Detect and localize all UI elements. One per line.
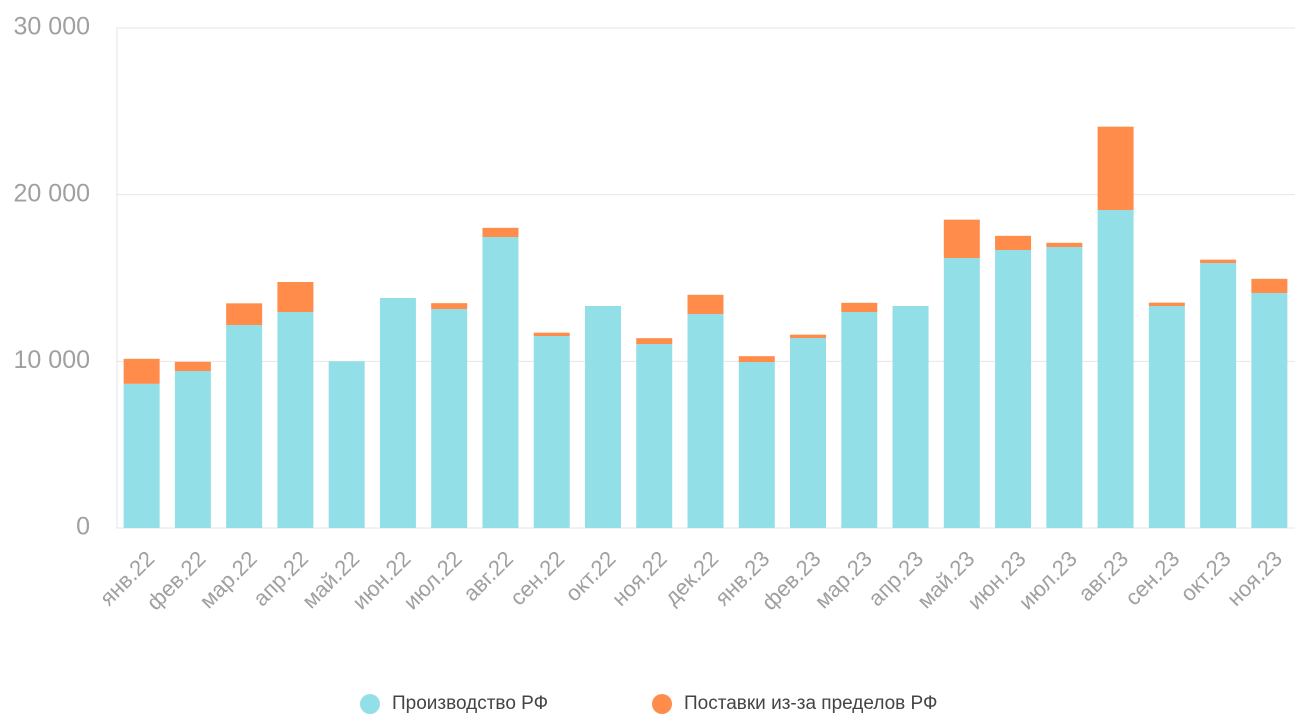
- bar-segment: [687, 314, 724, 528]
- bar-segment: [687, 294, 724, 314]
- bar-segment: [943, 258, 980, 528]
- bar-segment: [174, 371, 211, 528]
- x-tick-label: мар.22: [194, 546, 261, 613]
- legend-marker: [652, 694, 672, 714]
- bar-segment: [123, 383, 160, 528]
- bar-segment: [636, 338, 673, 344]
- bar-segment: [431, 303, 468, 309]
- y-tick-label: 20 000: [14, 179, 90, 207]
- bar-segment: [226, 303, 263, 325]
- bar-segment: [482, 237, 519, 528]
- bar-segment: [226, 325, 263, 528]
- bar-segment: [1097, 126, 1134, 210]
- x-tick-label: сен.22: [505, 546, 569, 610]
- bar-segment: [533, 336, 570, 528]
- bar-segment: [328, 361, 365, 528]
- bar-segment: [738, 362, 775, 528]
- bar-segment: [1200, 263, 1237, 528]
- bar-segment: [533, 332, 570, 336]
- legend-marker: [360, 694, 380, 714]
- bar-segment: [995, 235, 1032, 250]
- bar-segment: [636, 344, 673, 528]
- x-tick-label: июл.22: [398, 546, 466, 614]
- bar-segment: [943, 219, 980, 258]
- bar-segment: [738, 356, 775, 362]
- y-tick-label: 0: [76, 513, 90, 541]
- bar-segment: [1148, 306, 1185, 528]
- bar-segment: [1046, 242, 1083, 247]
- x-tick-label: ноя.22: [607, 546, 672, 611]
- bar-segment: [995, 250, 1032, 528]
- bar-segment: [790, 334, 827, 338]
- bar-segment: [1251, 293, 1288, 528]
- bar-segment: [584, 306, 621, 528]
- bar-segment: [431, 309, 468, 528]
- x-tick-label: ноя.23: [1222, 546, 1287, 611]
- bar-segment: [841, 302, 878, 312]
- bar-segment: [1046, 247, 1083, 528]
- bar-segment: [892, 306, 929, 528]
- bar-segment: [790, 338, 827, 528]
- x-tick-label: дек.22: [659, 546, 723, 610]
- bar-segment: [1148, 302, 1185, 306]
- bar-segment: [277, 312, 314, 528]
- y-tick-label: 30 000: [14, 13, 90, 41]
- bar-segment: [482, 227, 519, 237]
- bar-segment: [379, 298, 416, 528]
- y-tick-label: 10 000: [14, 346, 90, 374]
- bar-segment: [1097, 210, 1134, 528]
- bar-segment: [277, 282, 314, 312]
- bar-segment: [1251, 278, 1288, 293]
- x-tick-label: сен.23: [1120, 546, 1184, 610]
- bar-segment: [123, 358, 160, 384]
- x-tick-label: июл.23: [1014, 546, 1082, 614]
- legend-label: Производство РФ: [392, 693, 548, 714]
- legend-label: Поставки из-за пределов РФ: [684, 693, 937, 714]
- x-tick-label: мар.23: [810, 546, 877, 613]
- bar-segment: [1200, 259, 1237, 263]
- bar-segment: [841, 312, 878, 528]
- bar-segment: [174, 361, 211, 371]
